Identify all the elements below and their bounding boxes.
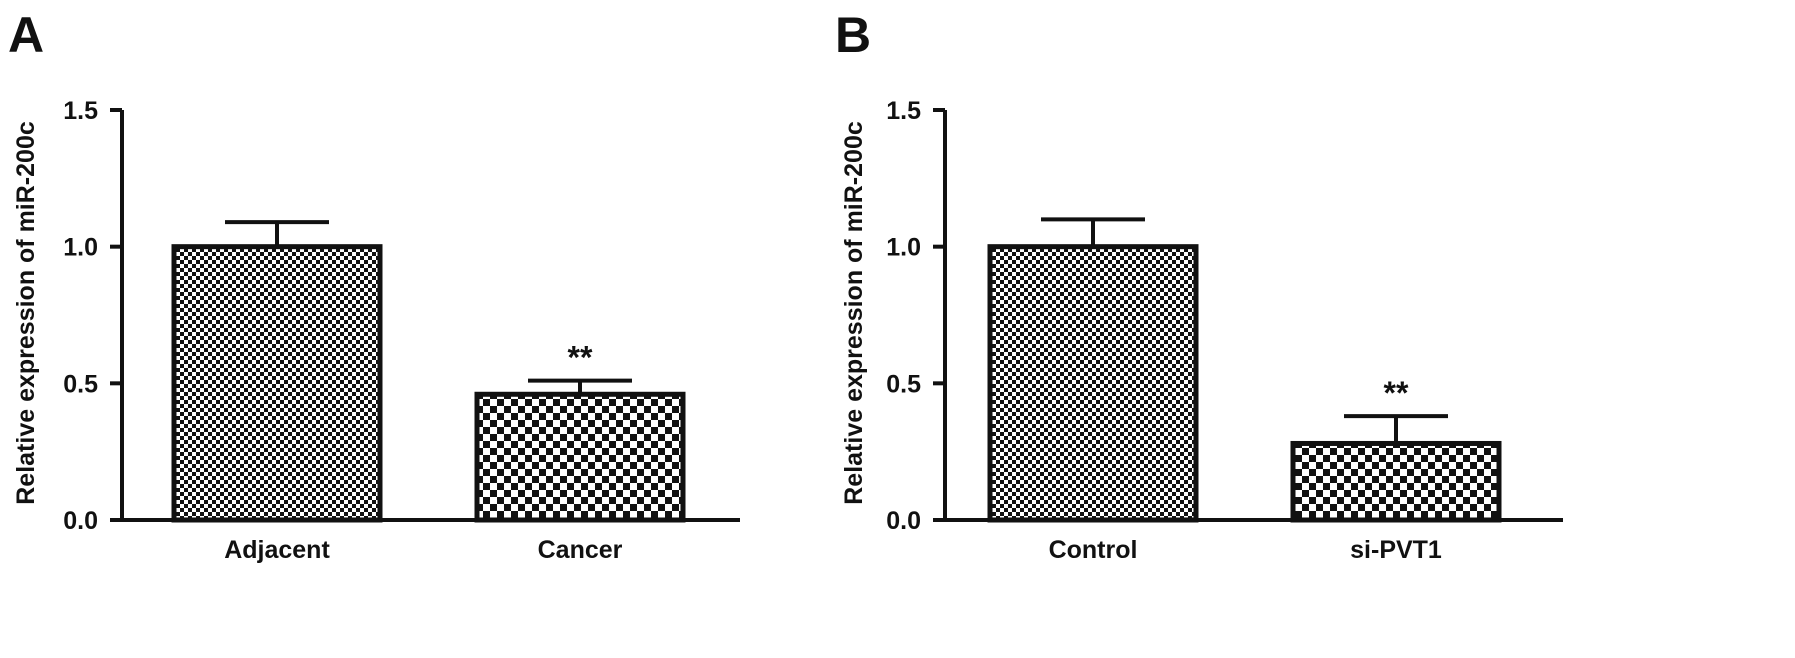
significance-label: **	[568, 340, 593, 376]
significance-label: **	[1384, 375, 1409, 411]
bar-adjacent	[171, 244, 383, 523]
chart-panel-b: B Relative expression of miR-200c 0.0 0.5…	[835, 7, 1563, 564]
error-bar	[1344, 414, 1448, 444]
bars: **	[987, 217, 1502, 523]
panel-label: B	[835, 7, 871, 63]
y-axis-ticks: 0.0 0.5 1.0 1.5	[886, 97, 945, 535]
chart-panel-a: A Relative expression of miR-200c 0.0 0.5…	[8, 7, 740, 564]
x-axis-labels: Adjacent Cancer	[224, 536, 622, 564]
y-tick-label: 1.0	[63, 234, 98, 262]
error-bar	[1041, 217, 1145, 247]
x-category-label: Control	[1049, 536, 1138, 564]
error-bar	[225, 220, 329, 247]
y-axis-label: Relative expression of miR-200c	[12, 121, 40, 505]
panel-label: A	[8, 7, 44, 63]
x-axis-labels: Control si-PVT1	[1049, 536, 1442, 564]
y-tick-label: 1.0	[886, 234, 921, 262]
bars: **	[171, 220, 686, 523]
y-tick-label: 0.0	[886, 507, 921, 535]
y-tick-label: 0.0	[63, 507, 98, 535]
x-category-label: Adjacent	[224, 536, 330, 564]
bar-cancer	[474, 391, 686, 523]
x-category-label: si-PVT1	[1350, 536, 1442, 564]
y-axis-label: Relative expression of miR-200c	[840, 121, 868, 505]
y-tick-label: 0.5	[886, 370, 921, 398]
x-category-label: Cancer	[538, 536, 623, 564]
bar-control	[987, 244, 1199, 523]
y-axis-ticks: 0.0 0.5 1.0 1.5	[63, 97, 122, 535]
y-tick-label: 1.5	[63, 97, 98, 125]
bar-si-pvt1	[1290, 440, 1502, 523]
y-tick-label: 0.5	[63, 370, 98, 398]
y-tick-label: 1.5	[886, 97, 921, 125]
